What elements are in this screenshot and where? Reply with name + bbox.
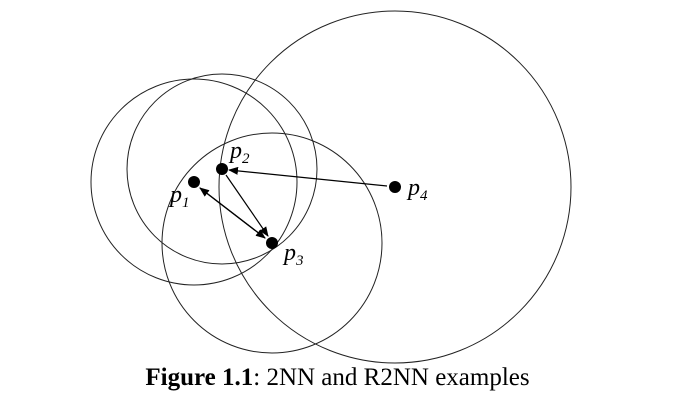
figure-number: Figure 1.1: [145, 364, 254, 391]
point-p4: [389, 181, 401, 193]
label-p1-sub: 1: [182, 195, 190, 211]
label-p4: p4: [406, 175, 428, 204]
circle-p3: [161, 132, 383, 354]
arrow-p2-to-p3: [225, 174, 269, 237]
label-p3-sub: 3: [295, 253, 304, 269]
point-p3: [266, 237, 278, 249]
label-p3-letter: p: [282, 240, 296, 266]
point-p1: [188, 176, 200, 188]
label-p4-letter: p: [406, 175, 420, 201]
circle-p2: [126, 73, 318, 265]
circle-p4: [218, 10, 572, 364]
label-p2: p2: [228, 138, 250, 167]
point-p2: [216, 163, 228, 175]
label-p4-sub: 4: [420, 188, 428, 204]
caption-text: 2NN and R2NN examples: [260, 364, 530, 391]
arrow-p4-to-p2: [228, 166, 388, 187]
label-p1: p1: [168, 182, 190, 211]
label-p1-letter: p: [168, 182, 182, 208]
figure-caption: Figure 1.1: 2NN and R2NN examples: [0, 364, 675, 392]
caption-separator: :: [253, 364, 261, 391]
arrow-p3-to-p1: [199, 187, 266, 239]
label-p2-sub: 2: [242, 151, 250, 167]
circle-p1: [90, 78, 298, 286]
label-p2-letter: p: [228, 138, 242, 164]
label-p3: p3: [282, 240, 304, 269]
